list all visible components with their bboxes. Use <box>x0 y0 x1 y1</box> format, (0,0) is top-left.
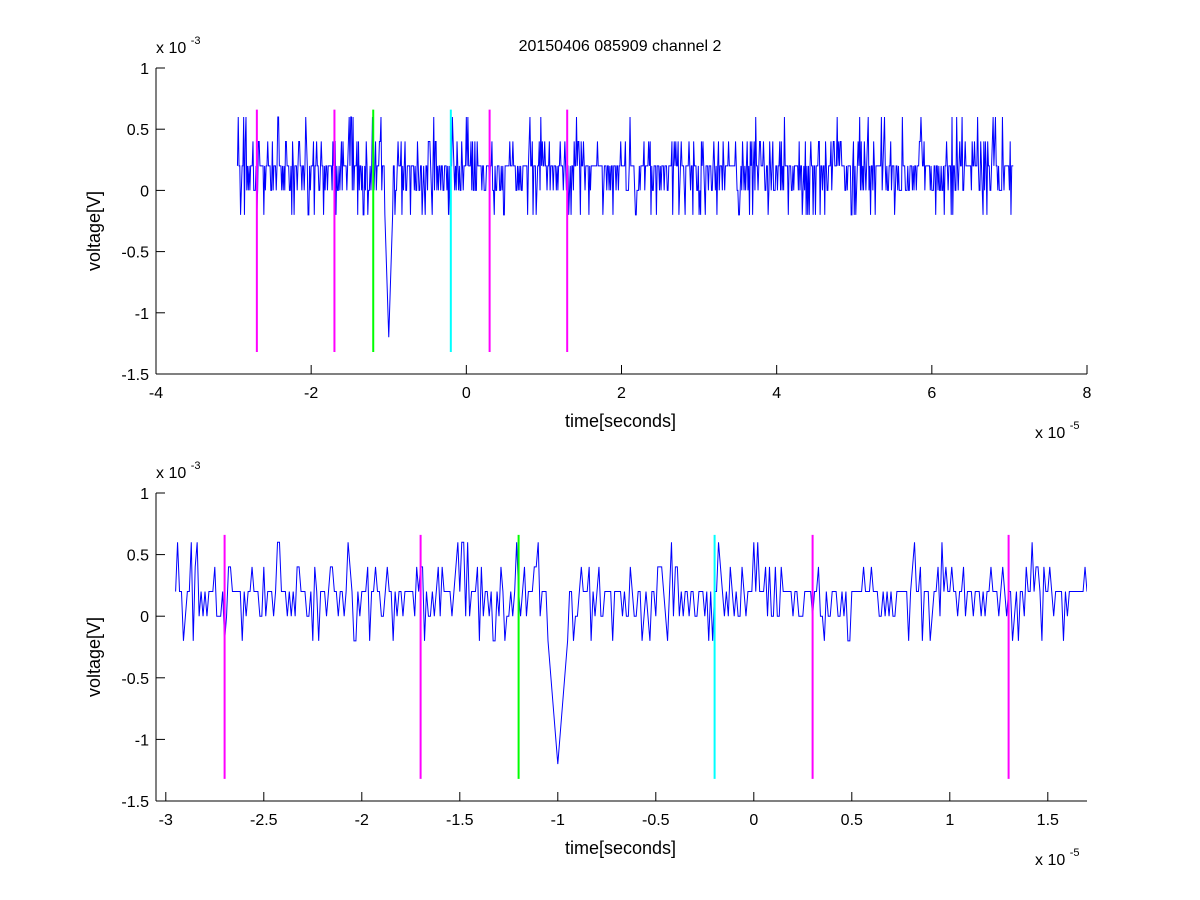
x-tick-label: 2 <box>617 385 626 402</box>
y-tick-label: -0.5 <box>121 245 149 262</box>
signal-series-line <box>236 116 1014 338</box>
x-tick-label: 1 <box>945 812 954 829</box>
y-tick-label: -0.5 <box>121 671 149 688</box>
x-tick-label: 8 <box>1083 385 1092 402</box>
x-tick-label: -0.5 <box>642 812 670 829</box>
y-tick-label: -1.5 <box>121 367 149 384</box>
y-tick-label: 0 <box>140 609 149 626</box>
y-tick-label: 0 <box>140 183 149 200</box>
x-tick-label: -2 <box>355 812 369 829</box>
x-axis-label: time[seconds] <box>565 411 676 431</box>
x-tick-label: 0.5 <box>841 812 863 829</box>
x-multiplier: x 10 -5 <box>1035 847 1079 869</box>
x-tick-label: -2.5 <box>250 812 278 829</box>
y-tick-label: 0.5 <box>127 548 149 565</box>
axes-bottom: -3 -2.5 -2 -1.5 -1 -0.5 0 0.5 1 1.5 1 0.5 0 -0.5 -1 -1.… <box>84 460 1087 869</box>
x-multiplier: x 10 -5 <box>1035 420 1079 442</box>
x-tick-label: 4 <box>772 385 781 402</box>
y-multiplier: x 10 -3 <box>156 460 200 482</box>
figure-title: 20150406 085909 channel 2 <box>519 38 722 55</box>
y-multiplier: x 10 -3 <box>156 35 200 57</box>
x-tick-label: -2 <box>304 385 318 402</box>
y-tick-label: -1 <box>135 732 149 749</box>
y-axis-label: voltage[V] <box>84 617 104 697</box>
x-tick-label: -1 <box>551 812 565 829</box>
y-tick-label: 1 <box>140 61 149 78</box>
y-tick-label: 1 <box>140 486 149 503</box>
x-tick-label: 6 <box>927 385 936 402</box>
y-tick-label: 0.5 <box>127 122 149 139</box>
y-tick-label: -1.5 <box>121 794 149 811</box>
x-tick-label: 0 <box>749 812 758 829</box>
x-tick-label: 0 <box>462 385 471 402</box>
x-tick-label: -3 <box>159 812 173 829</box>
y-tick-label: -1 <box>135 306 149 323</box>
x-tick-label: -4 <box>149 385 163 402</box>
x-tick-label: -1.5 <box>446 812 474 829</box>
x-axis-label: time[seconds] <box>565 838 676 858</box>
axes-top: -4 -2 0 2 4 6 8 1 0.5 0 -0.5 -1 -1.5 time[seconds] vol… <box>84 35 1092 442</box>
y-axis-label: voltage[V] <box>84 191 104 271</box>
x-tick-label: 1.5 <box>1037 812 1059 829</box>
signal-series-line <box>175 541 1087 765</box>
